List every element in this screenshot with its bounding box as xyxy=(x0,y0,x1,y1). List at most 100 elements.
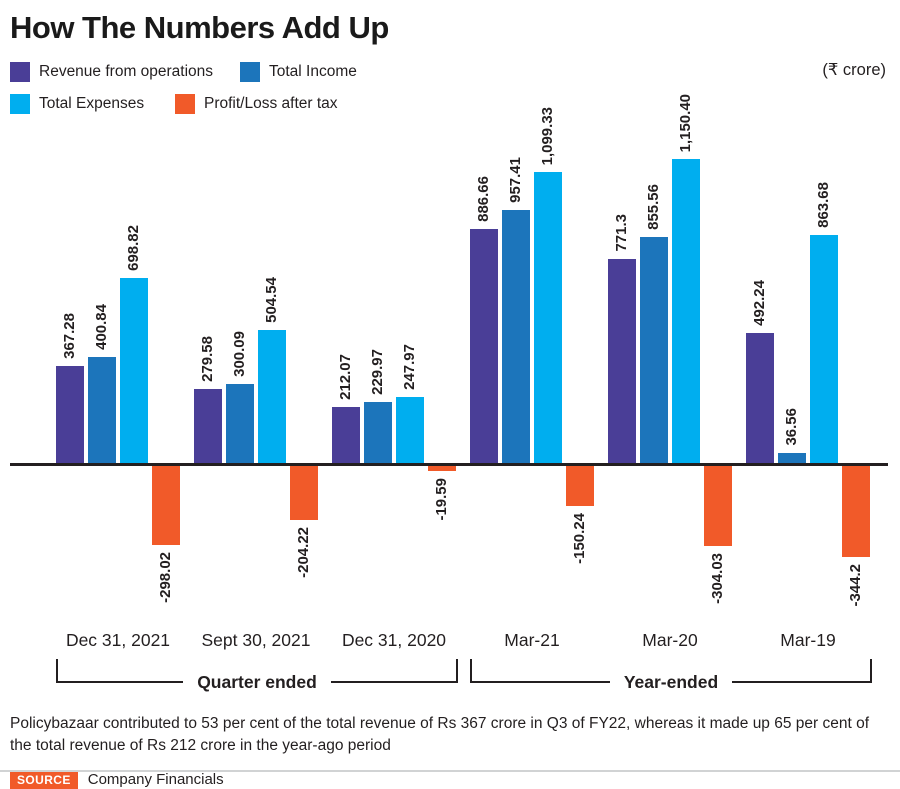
bar xyxy=(364,402,392,463)
bar-groups: 367.28 400.84 698.82 -298.02 279.58 300.09 504… xyxy=(56,94,870,618)
bar-cell: 771.3 xyxy=(608,122,636,618)
x-axis-label: Mar-21 xyxy=(504,630,560,650)
x-axis-label: Mar-19 xyxy=(780,630,836,650)
bar-cell: 957.41 xyxy=(502,122,530,618)
bar xyxy=(470,229,498,463)
bar-cell: 367.28 xyxy=(56,122,84,618)
bar-value-label: 300.09 xyxy=(231,331,248,377)
bar-cell: -150.24 xyxy=(566,122,594,618)
bar-group: 212.07 229.97 247.97 -19.59 xyxy=(332,122,456,618)
bar-cell: 855.56 xyxy=(640,122,668,618)
bar xyxy=(566,466,594,506)
bar-group: 771.3 855.56 1,150.40 -304.03 xyxy=(608,94,732,618)
bar-cell: 492.24 xyxy=(746,122,774,618)
bar xyxy=(120,278,148,463)
bar-value-label: 863.68 xyxy=(815,182,832,228)
bar xyxy=(88,357,116,463)
bar-value-label: 492.24 xyxy=(751,280,768,326)
legend-label: Revenue from operations xyxy=(39,63,214,80)
bar-value-label: 771.3 xyxy=(613,214,630,252)
bar-cell: 863.68 xyxy=(810,122,838,618)
bar-group: 886.66 957.41 1,099.33 -150.24 xyxy=(470,107,594,618)
bar-value-label: 247.97 xyxy=(401,344,418,390)
bar-chart: 367.28 400.84 698.82 -298.02 279.58 300.09 504… xyxy=(10,94,888,618)
legend-row-2: Total Expenses Profit/Loss after tax xyxy=(10,88,888,120)
x-axis-label: Sept 30, 2021 xyxy=(201,630,311,650)
legend-row-1: Revenue from operations Total Income xyxy=(10,56,888,88)
source-row: SOURCE Company Financials xyxy=(10,770,888,789)
bar-value-label: 886.66 xyxy=(475,176,492,222)
legend-swatch-icon xyxy=(10,94,30,114)
bar xyxy=(56,366,84,463)
bar xyxy=(640,237,668,463)
x-axis-label: Mar-20 xyxy=(642,630,698,650)
bar-cell: 400.84 xyxy=(88,122,116,618)
bar-value-label: 400.84 xyxy=(93,304,110,350)
legend-item: Total Expenses xyxy=(10,94,175,114)
bar-cell: 504.54 xyxy=(258,122,286,618)
bar-cell: -298.02 xyxy=(152,122,180,618)
bar-cell: -344.2 xyxy=(842,122,870,618)
bar-cell: -304.03 xyxy=(704,122,732,618)
bar xyxy=(152,466,180,545)
bar-value-label: -204.22 xyxy=(295,527,312,578)
bar-value-label: 36.56 xyxy=(783,408,800,446)
bar-cell: -204.22 xyxy=(290,122,318,618)
legend-label: Total Expenses xyxy=(39,95,145,112)
bar-value-label: -19.59 xyxy=(433,478,450,521)
bar-cell: 886.66 xyxy=(470,122,498,618)
x-axis-labels: Dec 31, 2021 Sept 30, 2021 Dec 31, 2020 Mar… xyxy=(56,630,888,651)
bar-group: 367.28 400.84 698.82 -298.02 xyxy=(56,122,180,618)
bar-value-label: -304.03 xyxy=(709,553,726,604)
bar-cell: 247.97 xyxy=(396,122,424,618)
bar-cell: 698.82 xyxy=(120,122,148,618)
bar xyxy=(258,330,286,463)
unit-note: (₹ crore) xyxy=(822,61,886,79)
bottom-divider xyxy=(0,770,900,772)
section-brackets: Quarter ended Year-ended xyxy=(10,659,888,701)
bar-cell: 36.56 xyxy=(778,122,806,618)
bar-value-label: 212.07 xyxy=(337,354,354,400)
bar-value-label: 957.41 xyxy=(507,157,524,203)
bar xyxy=(226,384,254,463)
bar xyxy=(502,210,530,463)
bar-value-label: 1,150.40 xyxy=(677,93,694,152)
bar-value-label: 229.97 xyxy=(369,349,386,395)
bar xyxy=(608,259,636,463)
bar-value-label: 855.56 xyxy=(645,184,662,230)
bracket-line xyxy=(470,659,610,683)
bar xyxy=(810,235,838,463)
x-axis-label: Dec 31, 2020 xyxy=(341,630,447,650)
bar-value-label: -344.2 xyxy=(847,564,864,607)
bar-cell: 1,150.40 xyxy=(672,94,700,618)
legend-swatch-icon xyxy=(175,94,195,114)
page-title: How The Numbers Add Up xyxy=(10,10,389,45)
bar xyxy=(194,389,222,463)
bracket-line xyxy=(56,659,184,683)
bar-cell: 1,099.33 xyxy=(534,107,562,618)
legend-swatch-icon xyxy=(10,62,30,82)
bar-value-label: 367.28 xyxy=(61,313,78,359)
bracket-label: Quarter ended xyxy=(197,672,317,692)
bar xyxy=(428,466,456,471)
legend-label: Profit/Loss after tax xyxy=(204,95,338,112)
bar-value-label: 1,099.33 xyxy=(539,106,556,165)
bar xyxy=(778,453,806,463)
bar xyxy=(290,466,318,520)
bar-value-label: -150.24 xyxy=(571,513,588,564)
bar-group: 279.58 300.09 504.54 -204.22 xyxy=(194,122,318,618)
footnote: Policybazaar contributed to 53 per cent … xyxy=(10,715,870,754)
bar xyxy=(332,407,360,463)
bar xyxy=(534,172,562,463)
zero-axis-line xyxy=(10,463,888,466)
source-badge: SOURCE xyxy=(10,770,78,789)
legend-label: Total Income xyxy=(269,63,357,80)
bracket-label: Year-ended xyxy=(623,672,719,692)
bar-cell: 212.07 xyxy=(332,122,360,618)
source-text: Company Financials xyxy=(87,771,224,788)
bar-value-label: -298.02 xyxy=(157,552,174,603)
bar-cell: -19.59 xyxy=(428,122,456,618)
bar-group: 492.24 36.56 863.68 -344.2 xyxy=(746,122,870,618)
bar-value-label: 504.54 xyxy=(263,277,280,323)
